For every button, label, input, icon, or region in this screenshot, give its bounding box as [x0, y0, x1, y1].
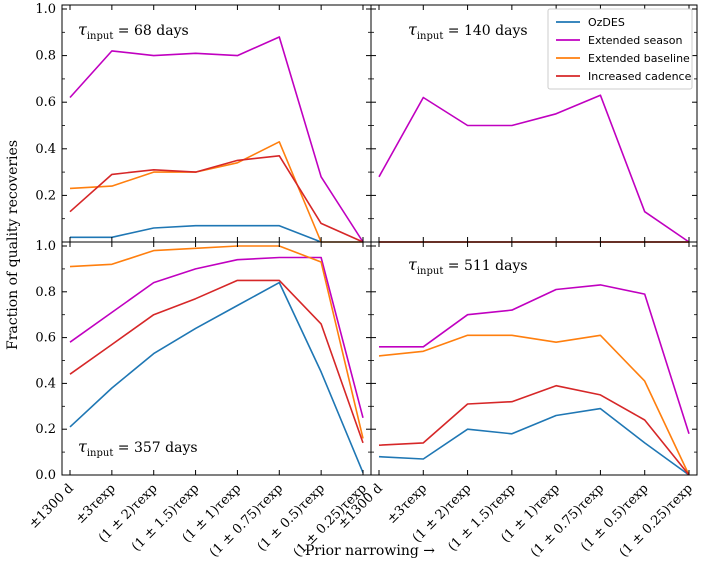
y-tick-label: 0.2 — [35, 422, 56, 437]
y-axis-label: Fraction of quality recoveries — [5, 140, 21, 350]
series-line-extended-season-panel-2 — [378, 94, 690, 243]
series-line-increased-cadence-panel-3 — [69, 279, 364, 444]
y-tick-label: 0.6 — [35, 331, 56, 346]
panel-label-4: τinput = 511 days — [408, 255, 528, 277]
legend: OzDES Extended season Extended baseline Inc… — [547, 8, 693, 90]
panel-1: τinput = 68 days — [69, 20, 364, 243]
legend-label-extended-season: Extended season — [588, 34, 682, 47]
panels-layer: τinput = 68 days τinput = 140 days τinput … — [69, 20, 690, 476]
x-tick-label: (1 ± 0.75)τexp — [207, 481, 286, 560]
series-line-ozdes-panel-3 — [69, 281, 364, 474]
series-line-extended-baseline-panel-1 — [69, 141, 363, 243]
series-line-extended-season-panel-4 — [379, 284, 690, 435]
panel-3: τinput = 357 days — [69, 245, 364, 474]
series-line-extended-season-panel-1 — [69, 36, 364, 243]
series-line-extended-season-panel-3 — [69, 256, 364, 419]
y-tick-label: 1.0 — [35, 2, 56, 17]
x-axis-label: Prior narrowing → — [305, 543, 435, 559]
y-tick-label: 0.4 — [35, 376, 56, 391]
x-tick-label: ±1300 d — [26, 481, 77, 532]
series-line-ozdes-panel-1 — [70, 224, 363, 243]
y-tick-label: 0.8 — [35, 285, 56, 300]
y-tick-label: 0.2 — [35, 188, 56, 203]
series-line-extended-baseline-panel-4 — [378, 334, 690, 476]
series-line-extended-baseline-panel-3 — [69, 245, 364, 439]
legend-box — [547, 8, 693, 90]
panel-label-2: τinput = 140 days — [408, 20, 528, 42]
y-tick-label: 0.8 — [35, 49, 56, 64]
series-line-increased-cadence-panel-1 — [69, 155, 364, 243]
panel-label-1: τinput = 68 days — [78, 20, 189, 42]
y-tick-label: 0.6 — [35, 95, 56, 110]
series-line-ozdes-panel-4 — [378, 407, 690, 476]
legend-label-ozdes: OzDES — [588, 16, 625, 29]
y-tick-label: 0.4 — [35, 142, 56, 157]
legend-label-extended-baseline: Extended baseline — [588, 52, 690, 65]
y-tick-label: 1.0 — [35, 239, 56, 254]
panel-label-3: τinput = 357 days — [78, 437, 198, 459]
legend-label-increased-cadence: Increased cadence — [588, 70, 692, 83]
series-line-increased-cadence-panel-4 — [378, 384, 690, 476]
x-tick-label: ±3τexp — [384, 481, 430, 527]
y-tick-label: 0.0 — [35, 468, 56, 483]
panel-4: τinput = 511 days — [378, 255, 690, 476]
